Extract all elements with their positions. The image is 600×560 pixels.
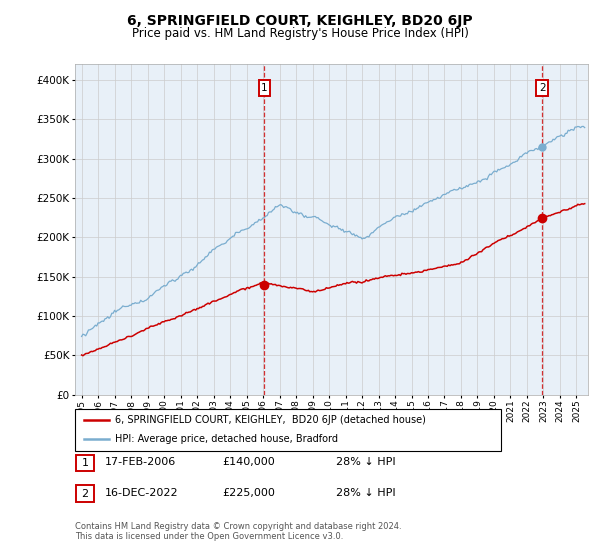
Text: 16-DEC-2022: 16-DEC-2022 [105, 488, 179, 498]
Text: 28% ↓ HPI: 28% ↓ HPI [336, 488, 395, 498]
Text: 2: 2 [82, 489, 88, 498]
Text: HPI: Average price, detached house, Bradford: HPI: Average price, detached house, Brad… [115, 435, 338, 445]
Text: 6, SPRINGFIELD COURT, KEIGHLEY, BD20 6JP: 6, SPRINGFIELD COURT, KEIGHLEY, BD20 6JP [127, 14, 473, 28]
FancyBboxPatch shape [76, 486, 94, 502]
Text: £140,000: £140,000 [222, 457, 275, 467]
FancyBboxPatch shape [76, 455, 94, 471]
Text: 28% ↓ HPI: 28% ↓ HPI [336, 457, 395, 467]
Text: 1: 1 [261, 83, 268, 93]
Text: 2: 2 [539, 83, 545, 93]
Text: Contains HM Land Registry data © Crown copyright and database right 2024.
This d: Contains HM Land Registry data © Crown c… [75, 522, 401, 542]
Text: £225,000: £225,000 [222, 488, 275, 498]
FancyBboxPatch shape [75, 409, 501, 451]
Text: 17-FEB-2006: 17-FEB-2006 [105, 457, 176, 467]
Text: 6, SPRINGFIELD COURT, KEIGHLEY,  BD20 6JP (detached house): 6, SPRINGFIELD COURT, KEIGHLEY, BD20 6JP… [115, 415, 427, 425]
Text: Price paid vs. HM Land Registry's House Price Index (HPI): Price paid vs. HM Land Registry's House … [131, 27, 469, 40]
Text: 1: 1 [82, 458, 88, 468]
